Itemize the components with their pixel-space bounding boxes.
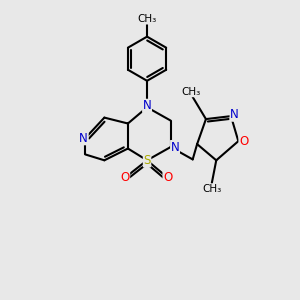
- Text: O: O: [163, 172, 172, 184]
- Text: O: O: [239, 135, 248, 148]
- Text: CH₃: CH₃: [182, 87, 201, 97]
- Text: S: S: [143, 154, 151, 167]
- Text: O: O: [120, 172, 130, 184]
- Text: N: N: [171, 141, 179, 154]
- Text: N: N: [80, 132, 88, 145]
- Text: N: N: [230, 108, 239, 121]
- Text: CH₃: CH₃: [202, 184, 221, 194]
- Text: N: N: [143, 99, 152, 112]
- Text: CH₃: CH₃: [137, 14, 157, 24]
